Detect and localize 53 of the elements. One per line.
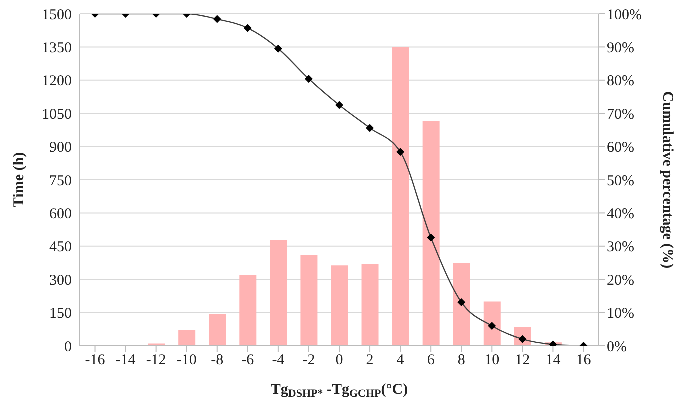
y2-tick-label: 70%	[607, 106, 634, 123]
bar	[331, 266, 348, 346]
y2-tick-label: 0%	[607, 339, 627, 356]
y2-tick-label: 50%	[607, 173, 634, 190]
x-tick-label: 8	[458, 352, 466, 369]
bar	[300, 255, 318, 346]
bar	[178, 330, 196, 346]
x-tick-label: -2	[302, 352, 316, 369]
y-tick-label: 1500	[42, 7, 72, 24]
bar	[392, 47, 410, 346]
y2-tick-label: 100%	[607, 7, 642, 24]
x-tick-label: -10	[176, 352, 197, 369]
y2-tick-label: 30%	[607, 240, 634, 256]
y2-tick-label: 80%	[607, 74, 634, 90]
x-tick-label: 12	[515, 352, 530, 369]
x-tick-label: -16	[85, 352, 106, 369]
x-tick-label: 2	[366, 352, 374, 369]
x-tick-label: 14	[546, 352, 562, 369]
x-tick-label: 0	[336, 352, 344, 369]
x-tick-label: 16	[576, 352, 592, 369]
bar	[362, 264, 379, 346]
x-tick-label: 4	[396, 352, 405, 369]
y2-tick-label: 40%	[607, 206, 634, 223]
y-axis-title: Time (h)	[11, 152, 28, 208]
y2-axis-title: Cumulative percentage (%)	[660, 91, 676, 269]
y-tick-label: 750	[50, 173, 72, 190]
bar	[270, 240, 288, 346]
y2-tick-label: 90%	[607, 40, 634, 57]
y2-tick-label: 20%	[607, 272, 634, 289]
x-tick-label: -8	[211, 352, 224, 369]
x-tick-label: -4	[272, 352, 286, 369]
y-tick-label: 1350	[42, 40, 72, 57]
bar	[484, 302, 501, 346]
x-axis-title: Tg$_{DSHP*}$ -Tg$_{GCHP}$(°C)	[270, 382, 408, 400]
y-tick-label: 600	[50, 206, 72, 223]
x-tick-label: -12	[146, 352, 166, 369]
y-tick-label: 1050	[42, 106, 72, 123]
y-tick-label: 450	[50, 240, 72, 256]
bar	[453, 263, 470, 346]
x-tick-label: -6	[242, 352, 255, 369]
y-tick-label: 1200	[42, 74, 72, 90]
x-tick-label: 10	[484, 352, 500, 369]
y-tick-label: 300	[50, 272, 72, 289]
y2-tick-label: 60%	[607, 140, 634, 156]
x-tick-label: -14	[116, 352, 136, 369]
bar	[209, 314, 226, 346]
bar	[240, 275, 257, 346]
y-tick-label: 150	[50, 306, 72, 322]
y2-tick-label: 10%	[607, 306, 634, 322]
bar	[422, 121, 440, 346]
x-tick-label: 6	[427, 352, 436, 369]
y-tick-label: 900	[50, 140, 72, 156]
y-tick-label: 0	[64, 339, 72, 356]
